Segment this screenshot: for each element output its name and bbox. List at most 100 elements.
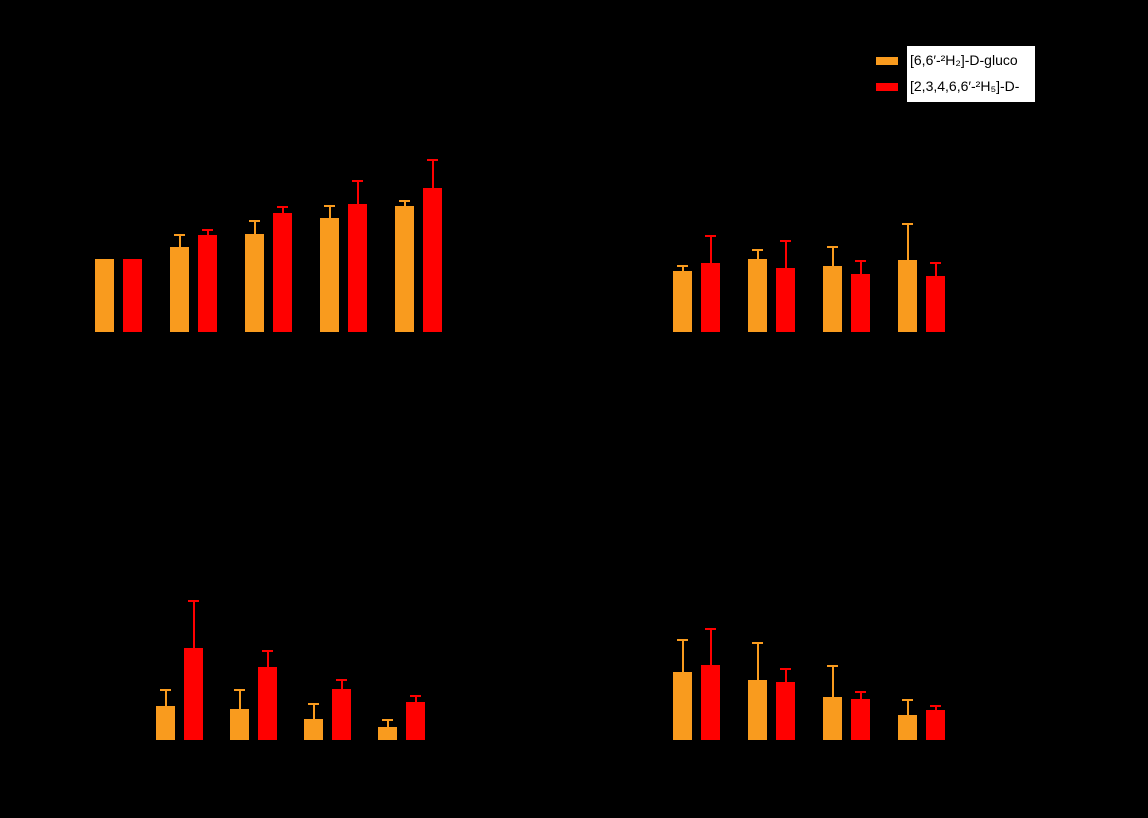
errorbar-whisker-orange-group1 (164, 690, 167, 706)
bar-red-group5 (423, 188, 442, 332)
errorbar-whisker-red-group3 (340, 680, 343, 689)
errorbar-whisker-red-group3 (859, 692, 862, 699)
errorbar-whisker-orange-group4 (386, 720, 389, 727)
bar-red-group1 (184, 648, 203, 740)
legend-label-red: [2,3,4,6,6′-²H₅]-D- (910, 78, 1020, 94)
bar-orange-group1 (95, 259, 114, 332)
bar-orange-group1 (673, 271, 692, 332)
errorbar-cap-red-group3 (277, 206, 288, 208)
errorbar-cap-orange-group1 (677, 265, 688, 267)
errorbar-whisker-red-group2 (784, 241, 787, 268)
errorbar-whisker-red-group3 (859, 261, 862, 274)
errorbar-cap-red-group3 (855, 260, 866, 262)
errorbar-whisker-red-group2 (206, 230, 209, 235)
errorbar-cap-orange-group4 (382, 719, 393, 721)
errorbar-cap-red-group1 (188, 600, 199, 602)
errorbar-cap-orange-group4 (324, 205, 335, 207)
errorbar-whisker-orange-group3 (831, 247, 834, 266)
errorbar-cap-orange-group3 (308, 703, 319, 705)
bar-red-group3 (332, 689, 351, 740)
errorbar-whisker-orange-group3 (312, 704, 315, 719)
errorbar-whisker-red-group4 (356, 181, 359, 204)
errorbar-cap-orange-group1 (160, 689, 171, 691)
errorbar-whisker-orange-group3 (831, 666, 834, 697)
bar-red-group3 (851, 274, 870, 332)
errorbar-whisker-orange-group3 (253, 221, 256, 234)
errorbar-whisker-orange-group4 (906, 700, 909, 715)
bar-orange-group3 (823, 697, 842, 740)
bar-orange-group2 (748, 680, 767, 740)
errorbar-cap-red-group2 (202, 229, 213, 231)
bar-red-group3 (851, 699, 870, 740)
errorbar-whisker-orange-group1 (681, 640, 684, 672)
errorbar-cap-orange-group2 (174, 234, 185, 236)
errorbar-cap-orange-group2 (234, 689, 245, 691)
errorbar-cap-orange-group5 (399, 200, 410, 202)
errorbar-whisker-red-group1 (709, 236, 712, 263)
errorbar-whisker-orange-group2 (756, 643, 759, 680)
legend-swatch-orange (876, 57, 898, 65)
errorbar-cap-red-group1 (705, 235, 716, 237)
errorbar-whisker-orange-group5 (403, 201, 406, 206)
errorbar-whisker-red-group4 (934, 263, 937, 276)
errorbar-cap-red-group5 (427, 159, 438, 161)
errorbar-whisker-orange-group4 (328, 206, 331, 218)
errorbar-whisker-red-group2 (266, 651, 269, 667)
errorbar-cap-red-group1 (705, 628, 716, 630)
errorbar-cap-red-group4 (930, 705, 941, 707)
bar-red-group1 (123, 259, 142, 332)
bar-orange-group4 (378, 727, 397, 740)
legend-swatch-red (876, 83, 898, 91)
errorbar-whisker-red-group2 (784, 669, 787, 682)
errorbar-whisker-orange-group2 (756, 250, 759, 259)
legend-label-orange: [6,6′-²H₂]-D-gluco (910, 52, 1018, 68)
bar-orange-group1 (156, 706, 175, 740)
bar-red-group2 (198, 235, 217, 332)
bar-red-group4 (926, 276, 945, 332)
errorbar-whisker-red-group4 (934, 706, 937, 710)
bar-orange-group4 (898, 260, 917, 332)
errorbar-cap-orange-group3 (827, 246, 838, 248)
errorbar-whisker-red-group4 (414, 696, 417, 702)
bar-red-group4 (348, 204, 367, 332)
errorbar-cap-orange-group4 (902, 223, 913, 225)
errorbar-whisker-red-group1 (709, 629, 712, 665)
bar-orange-group4 (320, 218, 339, 332)
bar-red-group2 (258, 667, 277, 740)
errorbar-cap-orange-group3 (827, 665, 838, 667)
bar-orange-group5 (395, 206, 414, 332)
bar-orange-group2 (230, 709, 249, 740)
errorbar-cap-orange-group4 (902, 699, 913, 701)
errorbar-whisker-orange-group2 (238, 690, 241, 709)
bar-red-group1 (701, 665, 720, 740)
bar-orange-group2 (748, 259, 767, 332)
errorbar-cap-red-group4 (930, 262, 941, 264)
bar-red-group1 (701, 263, 720, 332)
errorbar-cap-red-group2 (780, 668, 791, 670)
bar-orange-group3 (823, 266, 842, 332)
errorbar-cap-red-group3 (855, 691, 866, 693)
errorbar-whisker-red-group3 (281, 207, 284, 213)
errorbar-cap-red-group3 (336, 679, 347, 681)
errorbar-cap-orange-group3 (249, 220, 260, 222)
bar-red-group2 (776, 268, 795, 332)
bar-orange-group2 (170, 247, 189, 332)
errorbar-cap-orange-group1 (677, 639, 688, 641)
errorbar-cap-red-group2 (780, 240, 791, 242)
errorbar-cap-orange-group2 (752, 249, 763, 251)
bar-red-group3 (273, 213, 292, 332)
errorbar-whisker-orange-group1 (681, 266, 684, 271)
bar-orange-group4 (898, 715, 917, 740)
errorbar-cap-orange-group2 (752, 642, 763, 644)
errorbar-cap-red-group4 (410, 695, 421, 697)
bar-orange-group1 (673, 672, 692, 740)
errorbar-whisker-red-group1 (192, 601, 195, 648)
errorbar-whisker-orange-group4 (906, 224, 909, 260)
errorbar-whisker-orange-group2 (178, 235, 181, 247)
bar-red-group4 (406, 702, 425, 740)
